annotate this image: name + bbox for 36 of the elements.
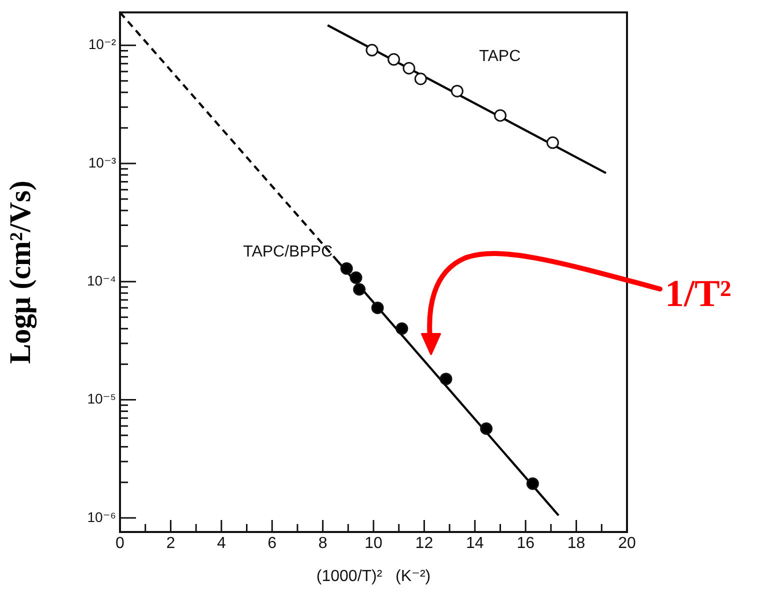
point — [366, 44, 378, 56]
x-tick-label: 12 — [415, 535, 434, 552]
y-tick-label: 10⁻⁶ — [87, 508, 116, 525]
point — [546, 136, 559, 149]
point — [350, 271, 362, 284]
series-label: TAPC/BPPC — [243, 244, 333, 261]
y-tick-label: 10⁻² — [88, 36, 116, 52]
y-axis-title: Logμ (cm²/Vs) — [4, 180, 37, 364]
y-tick-label: 10⁻³ — [88, 154, 116, 170]
point — [494, 109, 506, 122]
point — [353, 283, 366, 296]
point — [402, 62, 416, 74]
x-tick-label: 10 — [364, 535, 382, 552]
point — [440, 372, 452, 386]
point — [388, 53, 400, 66]
y-tick-label: 10⁻⁴ — [87, 272, 116, 288]
point — [371, 302, 384, 314]
x-tick-label: 0 — [116, 535, 125, 552]
point — [340, 262, 353, 275]
y-tick-label: 10⁻⁵ — [87, 390, 116, 407]
x-tick-label: 16 — [516, 535, 535, 552]
point — [414, 72, 427, 86]
x-tick-label: 8 — [318, 535, 328, 552]
point — [480, 422, 493, 435]
x-tick-label: 20 — [618, 535, 636, 552]
point — [450, 84, 464, 98]
x-tick-label: 4 — [216, 535, 226, 552]
point — [396, 322, 408, 335]
x-tick-label: 2 — [166, 535, 176, 552]
text: 1/T² — [665, 272, 732, 316]
x-axis-title: (1000/T)² (K⁻²) — [316, 568, 431, 585]
x-tick-label: 6 — [268, 535, 277, 552]
series-label: TAPC — [479, 48, 521, 66]
x-tick-label: 18 — [567, 535, 586, 552]
x-tick-label: 14 — [466, 535, 484, 552]
point — [526, 477, 539, 490]
